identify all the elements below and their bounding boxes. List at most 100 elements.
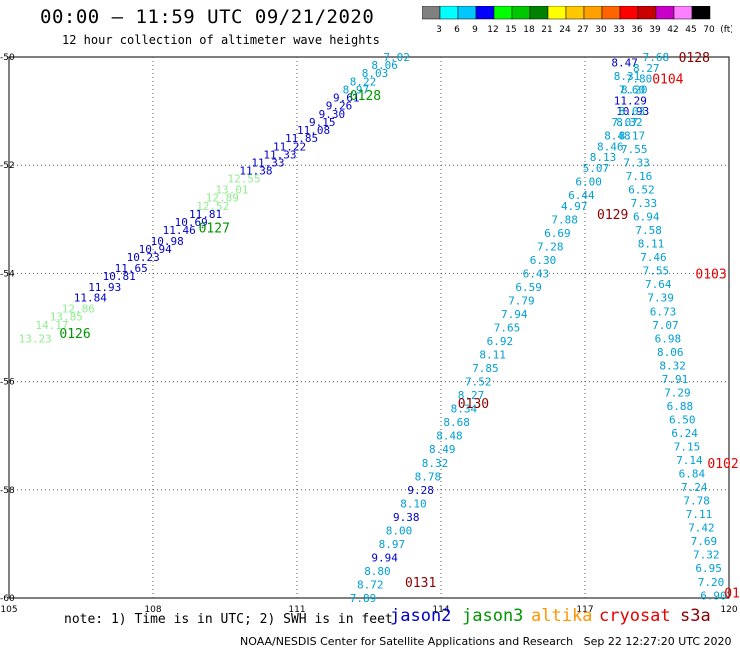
swh-value: 7.02 xyxy=(383,51,410,64)
swh-value: 11.84 xyxy=(74,292,107,305)
track-label: 0102 xyxy=(707,457,738,472)
swh-value: 8.00 xyxy=(386,524,413,537)
chart-title: 00:00 – 11:59 UTC 09/21/2020 xyxy=(40,6,375,28)
swh-value: 10.69 xyxy=(175,216,208,229)
y-tick-label: -56 xyxy=(0,378,15,388)
swh-value: 7.64 xyxy=(645,278,672,291)
swh-value: 7.07 xyxy=(611,116,638,129)
swh-value: 6.43 xyxy=(523,267,550,280)
swh-value: 8.03 xyxy=(619,105,646,118)
swh-value: 11.08 xyxy=(297,124,330,137)
swh-value: 7.68 xyxy=(643,51,670,64)
swh-value: 8.11 xyxy=(479,349,506,362)
mission-jason3: jason3 xyxy=(462,606,524,626)
swh-value: 7.43 xyxy=(703,603,730,616)
x-tick-label: 108 xyxy=(144,605,161,615)
swh-value: 11.22 xyxy=(273,140,306,153)
swh-value: 13.01 xyxy=(215,184,248,197)
swh-value: 9.61 xyxy=(333,92,360,105)
swh-value: 12.89 xyxy=(206,192,239,205)
swh-value: 8.31 xyxy=(614,70,641,83)
swh-value: 6.90 xyxy=(700,589,727,602)
track-label: 010 xyxy=(724,587,740,602)
colorbar-label: 36 xyxy=(631,25,643,35)
swh-value: 9.38 xyxy=(393,511,420,524)
swh-value: 7.89 xyxy=(350,592,377,605)
swh-value: 12.86 xyxy=(62,303,95,316)
swh-value: 5.07 xyxy=(583,162,610,175)
colorbar-label: 70 xyxy=(703,25,715,35)
colorbar-label: 18 xyxy=(523,25,535,35)
swh-value: 6.92 xyxy=(487,335,513,348)
swh-value: 8.46 xyxy=(597,140,624,153)
swh-value: 7.65 xyxy=(494,322,521,335)
y-tick-label: -50 xyxy=(0,53,15,63)
swh-value: 7.33 xyxy=(623,156,650,169)
swh-value: 6.94 xyxy=(633,211,660,224)
swh-value: 9.26 xyxy=(326,100,353,113)
colorbar-label: 24 xyxy=(559,25,571,35)
colorbar-label: 9 xyxy=(472,25,478,35)
swh-value: 9.30 xyxy=(319,108,346,121)
swh-value: 7.88 xyxy=(551,213,578,226)
swh-value: 8.72 xyxy=(357,578,384,591)
swh-value: 11.81 xyxy=(189,208,222,221)
swh-value: 11.65 xyxy=(115,262,148,275)
track-label: 0128 xyxy=(679,51,710,66)
swh-value: 7.46 xyxy=(640,251,667,264)
swh-value: 7.91 xyxy=(662,373,689,386)
mission-s3a: s3a xyxy=(680,606,711,626)
swh-value: 8.11 xyxy=(638,238,665,251)
swh-value: 11.93 xyxy=(88,281,121,294)
swh-value: 7.79 xyxy=(508,294,535,307)
swh-value: 10.98 xyxy=(151,235,184,248)
colorbar-label: 21 xyxy=(541,25,552,35)
swh-value: 8.22 xyxy=(350,75,377,88)
swh-value: 8.97 xyxy=(379,538,406,551)
swh-value: 11.29 xyxy=(614,94,647,107)
y-tick-label: -54 xyxy=(0,269,15,279)
swh-value: 6.59 xyxy=(515,281,542,294)
swh-value: 7.42 xyxy=(688,522,715,535)
swh-value: 7.78 xyxy=(683,495,710,508)
track-label: 0128 xyxy=(350,89,381,104)
note-text: note: 1) Time is in UTC; 2) SWH is in fe… xyxy=(64,612,393,627)
swh-value: 7.69 xyxy=(691,535,718,548)
swh-value: 8.78 xyxy=(415,470,442,483)
swh-value: 7.80 xyxy=(626,73,653,86)
colorbar-label: 39 xyxy=(649,25,661,35)
swh-value: 7.24 xyxy=(681,481,708,494)
swh-value: 8.27 xyxy=(633,62,660,75)
swh-value: 7.94 xyxy=(501,308,528,321)
swh-value: 7.52 xyxy=(465,376,492,389)
swh-value: 8.48 xyxy=(436,430,463,443)
swh-value: 8.03 xyxy=(362,67,389,80)
swh-value: 7.29 xyxy=(664,386,691,399)
colorbar-label: 33 xyxy=(613,25,624,35)
swh-value: 7.60 xyxy=(619,83,646,96)
swh-value: 11.38 xyxy=(239,165,272,178)
swh-value: 8.10 xyxy=(400,497,427,510)
swh-value: 6.00 xyxy=(575,175,602,188)
swh-value: 8.32 xyxy=(616,116,643,129)
swh-value: 13.85 xyxy=(50,311,83,324)
swh-value: 11.33 xyxy=(263,148,296,161)
swh-value: 10.23 xyxy=(127,251,160,264)
colorbar-label: 12 xyxy=(487,25,498,35)
swh-value: 11.46 xyxy=(163,224,196,237)
swh-value: 9.15 xyxy=(309,116,336,129)
colorbar-label: 30 xyxy=(595,25,607,35)
track-label: 0127 xyxy=(199,221,230,236)
track-label: 0103 xyxy=(695,267,726,282)
swh-value: 10.93 xyxy=(616,105,649,118)
swh-value: 7.58 xyxy=(635,224,662,237)
plot-frame xyxy=(8,56,730,599)
swh-value: 4.97 xyxy=(561,200,588,213)
swh-value: 13.23 xyxy=(19,332,52,345)
swh-value: 8.48 xyxy=(604,129,631,142)
x-tick-label: 117 xyxy=(576,605,593,615)
swh-value: 7.55 xyxy=(621,143,648,156)
swh-value: 10.94 xyxy=(139,243,172,256)
